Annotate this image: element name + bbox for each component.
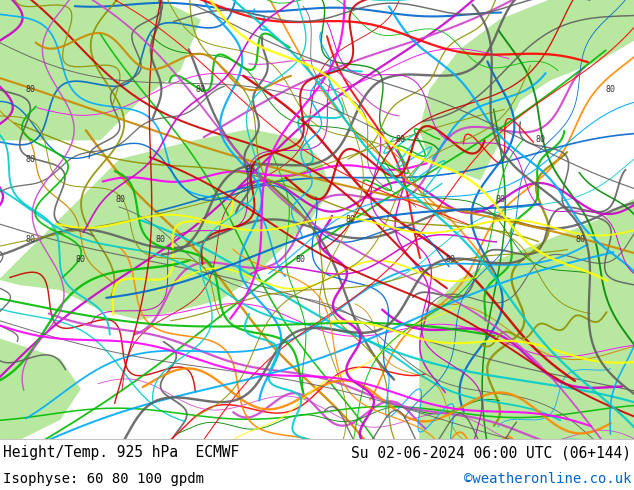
- Text: Isophyse: 60 80 100 gpdm: Isophyse: 60 80 100 gpdm: [3, 472, 204, 486]
- Text: 80: 80: [495, 195, 505, 204]
- Text: 80: 80: [445, 255, 455, 264]
- Text: 80: 80: [195, 85, 205, 94]
- Text: Height/Temp. 925 hPa  ECMWF: Height/Temp. 925 hPa ECMWF: [3, 445, 239, 460]
- Polygon shape: [0, 0, 200, 140]
- Text: 80: 80: [245, 165, 255, 174]
- Text: Su 02-06-2024 06:00 UTC (06+144): Su 02-06-2024 06:00 UTC (06+144): [351, 445, 631, 460]
- Text: 80: 80: [25, 235, 35, 244]
- Text: 80: 80: [345, 215, 355, 224]
- Text: 80: 80: [155, 235, 165, 244]
- Polygon shape: [420, 0, 634, 180]
- Polygon shape: [420, 199, 634, 439]
- Polygon shape: [0, 339, 80, 439]
- Text: 80: 80: [575, 235, 585, 244]
- Text: 80: 80: [605, 85, 615, 94]
- Text: 80: 80: [115, 195, 125, 204]
- Polygon shape: [0, 130, 330, 319]
- Text: 80: 80: [295, 255, 305, 264]
- Text: 80: 80: [25, 155, 35, 164]
- Text: 80: 80: [395, 135, 405, 144]
- Text: ©weatheronline.co.uk: ©weatheronline.co.uk: [464, 472, 631, 486]
- Text: 80: 80: [25, 85, 35, 94]
- Text: 80: 80: [75, 255, 85, 264]
- Text: 80: 80: [535, 135, 545, 144]
